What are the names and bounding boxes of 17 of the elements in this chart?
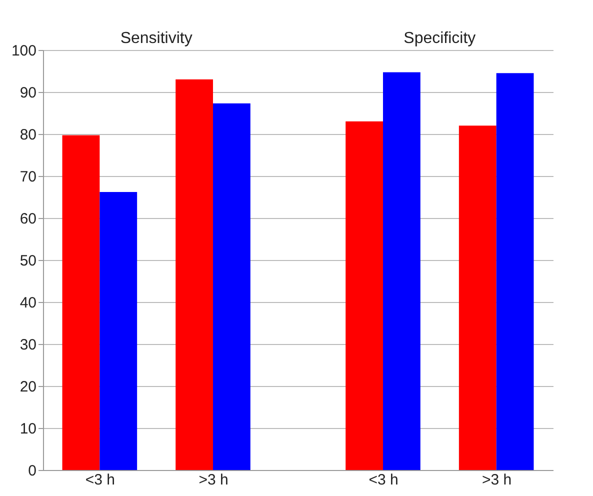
y-tick-label: 60 <box>20 210 36 228</box>
y-tick-label: 70 <box>20 168 36 186</box>
y-tick-label: 100 <box>11 42 36 60</box>
y-tick-label: 0 <box>28 462 36 480</box>
y-tick-label: 90 <box>20 84 36 102</box>
y-tick-label: 40 <box>20 294 36 312</box>
x-tick-label: >3 h <box>198 472 228 488</box>
y-tick-label: 20 <box>20 378 36 396</box>
text: Specificity <box>404 30 476 47</box>
x-tick-label: <3 h <box>85 472 115 488</box>
text: Sensitivity <box>120 30 192 47</box>
x-tick-label: <3 h <box>368 472 398 488</box>
y-tick-label: 10 <box>20 420 36 438</box>
x-tick-label: >3 h <box>482 472 512 488</box>
y-tick-label: 80 <box>20 126 36 144</box>
y-tick-label: 50 <box>20 252 36 270</box>
y-tick-label: 30 <box>20 336 36 354</box>
